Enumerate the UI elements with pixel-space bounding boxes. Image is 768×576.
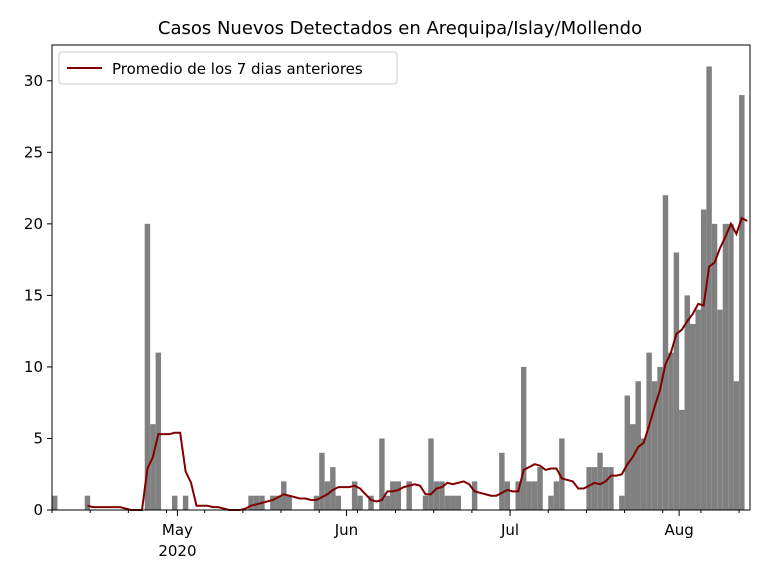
- bar: [428, 438, 434, 510]
- bar: [144, 223, 151, 510]
- bar: [711, 223, 718, 510]
- y-tick-label: 25: [24, 143, 43, 161]
- bar-series: [52, 66, 745, 511]
- bar: [591, 467, 598, 510]
- x-tick-label: Jul: [500, 521, 519, 539]
- bar: [384, 495, 391, 510]
- bar: [662, 195, 669, 511]
- bar: [515, 481, 521, 510]
- plot-frame: [51, 44, 751, 511]
- bar: [608, 467, 614, 510]
- bar: [690, 324, 696, 510]
- bar: [313, 495, 320, 510]
- bar: [700, 209, 707, 511]
- bar: [602, 467, 609, 510]
- y-tick-label: 15: [24, 286, 43, 304]
- bar: [651, 381, 658, 510]
- bar: [150, 424, 156, 510]
- bar: [728, 223, 734, 510]
- bar: [586, 467, 592, 510]
- bar: [679, 409, 685, 510]
- bar: [526, 481, 532, 510]
- bar: [319, 452, 325, 510]
- bar: [684, 295, 691, 510]
- bar: [248, 495, 254, 510]
- y-tick-label: 30: [24, 72, 43, 90]
- legend-label: Promedio de los 7 dias anteriores: [112, 60, 363, 78]
- bar: [286, 495, 292, 510]
- bar: [706, 66, 712, 511]
- y-tick-label: 10: [24, 358, 43, 376]
- x-axis: May 2020 Jun Jul Aug: [51, 510, 740, 560]
- bar: [722, 223, 729, 510]
- bar: [351, 481, 358, 510]
- x-tick-label: Aug: [664, 521, 693, 539]
- bar: [646, 352, 652, 510]
- bar: [559, 438, 565, 510]
- y-axis: 0 5 10 15 20 25 30: [24, 72, 52, 519]
- bar: [531, 481, 538, 510]
- bar: [733, 381, 740, 510]
- bar: [439, 481, 445, 510]
- x-year-label: 2020: [158, 542, 196, 560]
- bar: [657, 366, 663, 510]
- x-tick-label: Jun: [334, 521, 358, 539]
- bar: [499, 452, 505, 510]
- bar: [84, 495, 91, 510]
- bar: [635, 381, 641, 510]
- bar: [281, 481, 287, 510]
- legend-box: [58, 51, 398, 85]
- bar: [253, 495, 260, 510]
- y-tick-label: 0: [33, 501, 43, 519]
- bar: [630, 424, 636, 510]
- bar: [553, 481, 560, 510]
- bar: [640, 438, 647, 510]
- bar: [390, 481, 396, 510]
- bar: [739, 95, 745, 510]
- bar: [433, 481, 440, 510]
- bar: [422, 495, 429, 510]
- bar: [504, 481, 511, 510]
- bar: [597, 452, 603, 510]
- x-tick-label: May: [162, 521, 193, 539]
- bar: [368, 495, 374, 510]
- bar: [379, 438, 385, 510]
- y-tick-label: 5: [33, 429, 43, 447]
- bar: [624, 395, 631, 510]
- bar: [330, 467, 336, 510]
- bar: [673, 252, 680, 510]
- bar: [171, 495, 178, 510]
- bar: [324, 481, 331, 510]
- legend: Promedio de los 7 dias anteriores: [58, 51, 398, 85]
- bar: [537, 467, 543, 510]
- bar: [520, 366, 527, 510]
- y-tick-label: 20: [24, 215, 43, 233]
- bar: [471, 481, 478, 510]
- bar: [406, 481, 412, 510]
- bar: [444, 495, 451, 510]
- bar: [695, 309, 701, 510]
- bar: [455, 495, 461, 510]
- chart-title: Casos Nuevos Detectados en Arequipa/Isla…: [158, 18, 642, 39]
- bar: [619, 495, 625, 510]
- bar: [668, 352, 674, 510]
- bar: [275, 495, 282, 510]
- bar: [717, 309, 723, 510]
- bar: [335, 495, 342, 510]
- bar: [548, 495, 554, 510]
- bar: [182, 495, 189, 510]
- bar: [52, 495, 58, 510]
- bar: [270, 495, 276, 510]
- bar: [395, 481, 401, 510]
- bar: [450, 495, 456, 510]
- bar: [357, 495, 363, 510]
- bar: [155, 352, 162, 510]
- moving-average-line: [87, 216, 748, 511]
